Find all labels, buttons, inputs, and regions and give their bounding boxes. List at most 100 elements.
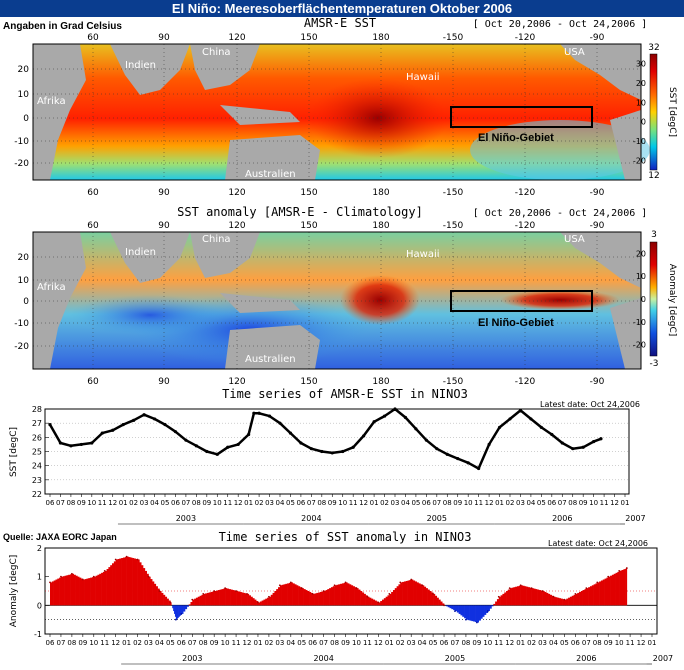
anomaly-bar — [298, 586, 301, 606]
anomaly-bar — [132, 558, 135, 606]
anomaly-bar — [453, 605, 456, 611]
anomaly-bar — [615, 572, 618, 606]
sst-point — [132, 418, 136, 422]
indonesia-landmass-2 — [220, 293, 300, 313]
anomaly-point — [377, 601, 380, 604]
x-tick-label: 04 — [418, 639, 427, 647]
anomaly-bar — [398, 584, 401, 606]
lat-tick-label: 10 — [18, 276, 30, 286]
anomaly-bar — [159, 591, 162, 606]
map2-region-label: China — [202, 234, 231, 245]
anomaly-point — [432, 592, 434, 595]
anomaly-bar — [292, 583, 295, 606]
anomaly-chart-series — [49, 555, 628, 624]
lon-tick-label: -120 — [515, 377, 536, 387]
anomaly-bar — [367, 596, 370, 606]
x-tick-label: 01 — [621, 499, 630, 507]
sst-colorbar — [649, 53, 658, 171]
anomaly-bar — [263, 599, 266, 606]
anomaly-bar — [256, 601, 259, 606]
x-tick-label: 03 — [140, 499, 149, 507]
anomaly-bar — [456, 605, 459, 613]
map1-region-label: China — [202, 47, 231, 58]
y-tick-label: 22 — [32, 490, 42, 499]
anomaly-bar — [146, 573, 149, 606]
x-tick-label: 10 — [87, 499, 96, 507]
sst-chart-series — [48, 407, 603, 471]
anomaly-bar — [316, 592, 319, 606]
x-tick-label: 04 — [549, 639, 558, 647]
x-tick-label: 12 — [505, 639, 514, 647]
map1-region-label: Afrika — [37, 96, 66, 107]
sst-point — [592, 439, 596, 444]
anomaly-bar — [473, 605, 476, 622]
x-tick-label: 10 — [213, 499, 222, 507]
anomaly-bar — [157, 588, 160, 606]
x-tick-label: 07 — [56, 499, 65, 507]
anomaly-bar — [203, 593, 206, 606]
anomaly-bar — [86, 578, 89, 606]
anomaly-bar — [201, 594, 204, 606]
anomaly-bar — [434, 595, 438, 606]
x-tick-label: 12 — [485, 499, 494, 507]
lon-tick-label: 90 — [158, 188, 170, 198]
anomaly-bar — [124, 557, 127, 606]
x-tick-label: 09 — [472, 639, 481, 647]
anomaly-bar — [79, 577, 82, 606]
anomaly-point — [70, 572, 73, 575]
sst-point — [48, 422, 52, 427]
colorbar-tick-label: -10 — [633, 318, 646, 327]
sst-point — [529, 417, 533, 421]
x-tick-label: 03 — [144, 639, 153, 647]
lon-tick-label: 180 — [372, 33, 389, 43]
lon-tick-label: -90 — [590, 377, 605, 387]
lon-tick-label: 120 — [228, 33, 245, 43]
colorbar-tick-label: 0 — [641, 118, 646, 127]
anomaly-bar — [267, 597, 270, 606]
anomaly-point — [388, 592, 391, 595]
anomaly-bar — [161, 592, 164, 606]
sst-point — [330, 451, 334, 455]
anomaly-bar — [411, 579, 414, 606]
anomaly-bar — [394, 588, 397, 606]
anomaly-bar — [274, 591, 277, 606]
anomaly-point — [289, 581, 292, 584]
lon-tick-label: 90 — [158, 377, 170, 387]
sst-point — [393, 407, 397, 411]
north-america-landmass — [560, 44, 641, 100]
year-label: 2004 — [313, 654, 333, 663]
anomaly-bar — [287, 583, 290, 606]
china-landmass — [190, 44, 260, 90]
sst-point — [194, 444, 198, 448]
sst-point — [288, 431, 293, 435]
anomaly-bar — [403, 581, 407, 606]
anomaly-bar — [440, 601, 443, 606]
anomaly-point — [257, 601, 259, 604]
lat-tick-label: 20 — [18, 65, 30, 75]
anomaly-colorbar-bottom: -3 — [650, 359, 659, 369]
anomaly-bar — [296, 585, 299, 606]
anomaly-bar — [283, 584, 286, 606]
anomaly-bar — [445, 605, 448, 607]
sst-point — [252, 411, 256, 415]
anomaly-bar — [62, 576, 65, 606]
anomaly-point — [625, 567, 628, 569]
sst-point — [278, 421, 282, 425]
anomaly-point — [618, 570, 621, 572]
anomaly-bar — [91, 577, 95, 606]
x-tick-label: 08 — [568, 499, 577, 507]
anomaly-nino-box — [450, 290, 593, 312]
x-tick-label: 11 — [363, 639, 372, 647]
anomaly-bar — [548, 593, 551, 606]
anomaly-bar — [247, 593, 250, 606]
anomaly-bar — [586, 588, 589, 606]
lon-tick-label: 120 — [228, 221, 245, 231]
colorbar-tick-label: -20 — [633, 341, 646, 350]
anomaly-bar — [128, 557, 131, 606]
anomaly-bar — [433, 593, 436, 606]
anomaly-bar — [484, 605, 487, 615]
x-tick-label: 05 — [161, 499, 170, 507]
anomaly-bar — [549, 594, 552, 606]
anomaly-bar — [413, 580, 416, 606]
anomaly-bar — [166, 598, 169, 606]
